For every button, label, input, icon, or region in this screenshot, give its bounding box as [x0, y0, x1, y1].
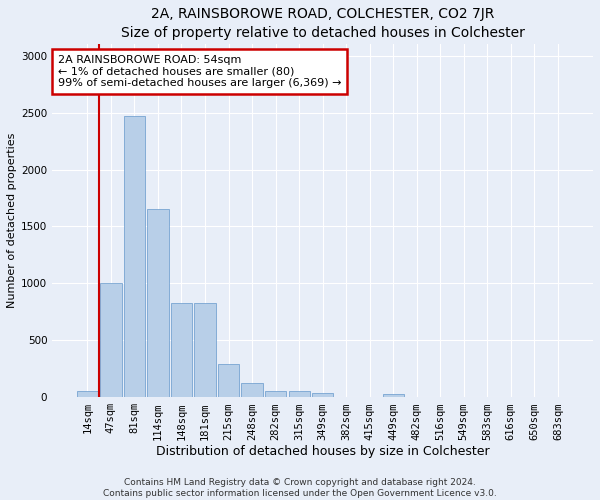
Bar [194, 302, 215, 397]
X-axis label: Distribution of detached houses by size in Colchester: Distribution of detached houses by size … [156, 445, 490, 458]
Bar [100, 284, 122, 397]
Bar [171, 302, 192, 397]
Bar [312, 393, 333, 397]
Y-axis label: Number of detached properties: Number of detached properties [7, 133, 17, 308]
Bar [148, 210, 169, 397]
Text: Contains HM Land Registry data © Crown copyright and database right 2024.
Contai: Contains HM Land Registry data © Crown c… [103, 478, 497, 498]
Bar [218, 364, 239, 397]
Bar [124, 116, 145, 397]
Bar [265, 391, 286, 397]
Bar [241, 383, 263, 397]
Bar [289, 391, 310, 397]
Bar [383, 394, 404, 397]
Text: 2A RAINSBOROWE ROAD: 54sqm
← 1% of detached houses are smaller (80)
99% of semi-: 2A RAINSBOROWE ROAD: 54sqm ← 1% of detac… [58, 55, 341, 88]
Title: 2A, RAINSBOROWE ROAD, COLCHESTER, CO2 7JR
Size of property relative to detached : 2A, RAINSBOROWE ROAD, COLCHESTER, CO2 7J… [121, 7, 524, 40]
Bar [77, 392, 98, 397]
